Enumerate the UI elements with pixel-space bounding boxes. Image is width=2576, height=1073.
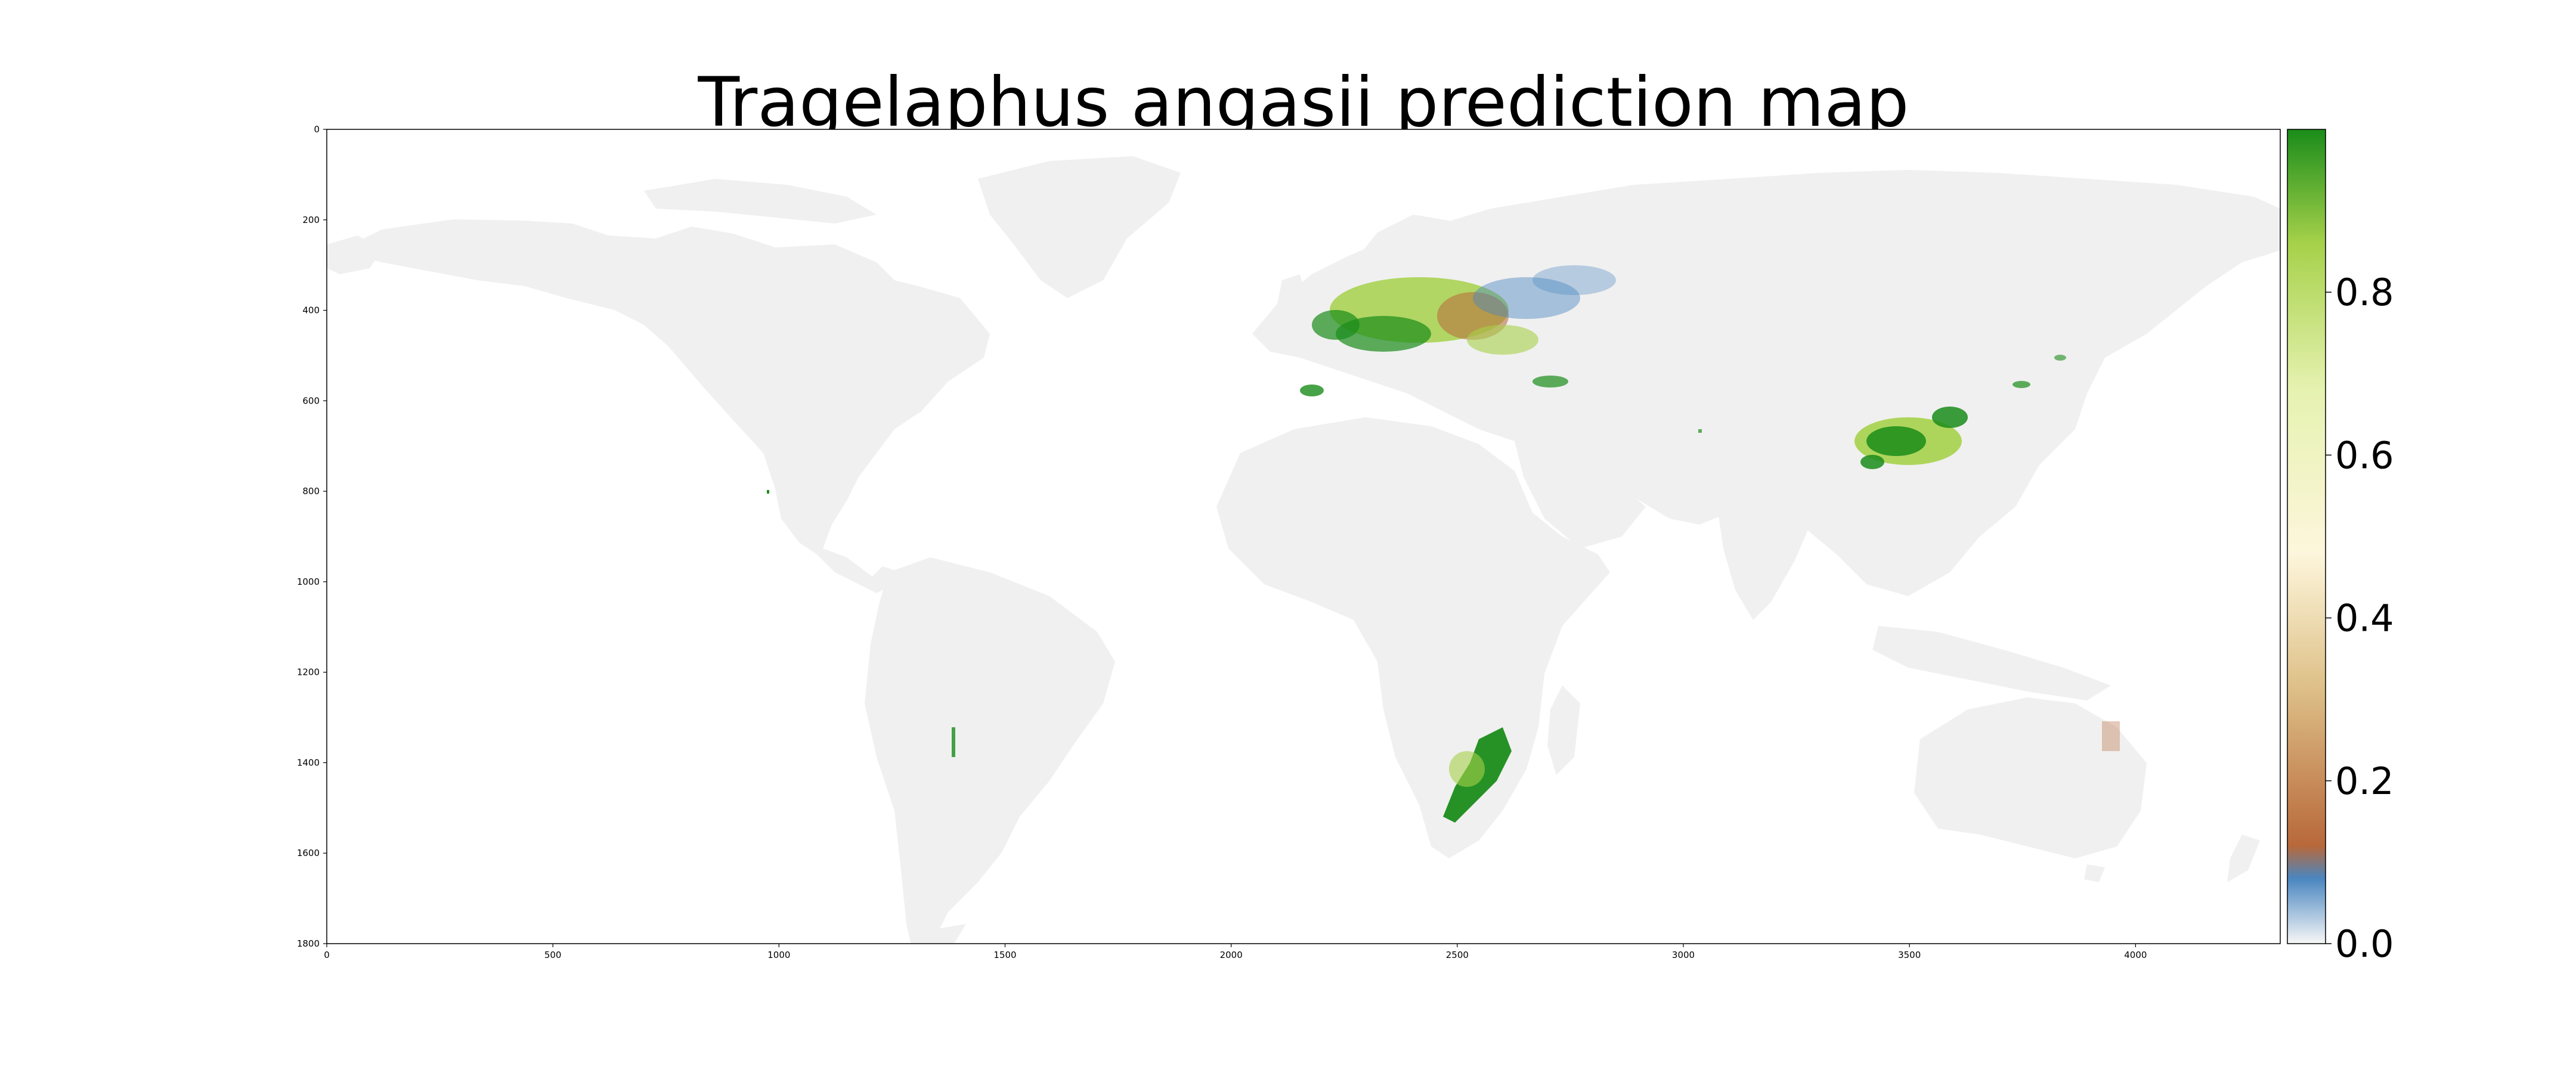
y-tick-label: 400 [302,305,320,316]
x-tick-label: 3000 [1672,950,1695,960]
colorbar-tick-label: 0.6 [2335,433,2394,477]
japan [2039,370,2075,429]
y-tick-label: 200 [302,215,320,225]
alaska [327,235,382,274]
colorbar-tick-label: 0.4 [2335,597,2394,640]
africa [1216,417,1610,858]
plot-frame [326,129,2281,944]
x-tick-label: 1500 [993,950,1016,960]
y-tick-label: 1400 [297,757,320,768]
madagascar [1547,686,1580,775]
y-tick-label: 0 [314,124,320,135]
scandinavia [1354,215,1455,280]
prediction-southern-africa [1443,727,1512,823]
y-tick-label: 1200 [297,667,320,678]
colorbar [2287,129,2326,944]
colorbar-tick-label: 0.0 [2335,922,2394,966]
colorbar-ticks: 0.0 0.2 0.4 0.6 0.8 [2326,271,2394,966]
prediction-caucasus [1698,429,1702,433]
prediction-mexico [767,490,769,494]
y-axis: 0 200 400 600 800 1000 1200 1400 1600 1800 [297,124,327,949]
central-america [823,548,888,593]
y-tick-label: 1000 [297,576,320,587]
x-tick-label: 2000 [1220,950,1243,960]
southeast-asia-islands [1872,626,2111,700]
india [1717,501,1813,620]
prediction-south-america [952,727,955,757]
greenland [978,156,1181,298]
australia [1914,697,2147,858]
prediction-europe [1300,265,1616,396]
x-tick-label: 1000 [767,950,790,960]
chart-title: Tragelaphus angasii prediction map [698,63,1909,142]
colorbar-tick-label: 0.2 [2335,759,2394,803]
x-tick-label: 3500 [1898,950,1921,960]
y-tick-label: 800 [302,486,320,497]
south-america [865,557,1115,944]
prediction-layer [767,265,2120,823]
british-isles [1276,274,1306,316]
new-zealand [2227,835,2260,882]
y-tick-label: 1600 [297,848,320,858]
antarctica-edge [927,924,966,944]
eurasia [1252,170,2280,596]
y-tick-label: 1800 [297,938,320,949]
prediction-australia [2102,721,2120,751]
x-tick-label: 0 [324,950,330,960]
x-tick-label: 4000 [2124,950,2147,960]
tasmania [2084,864,2105,882]
y-tick-label: 600 [302,395,320,406]
colorbar-tick-label: 0.8 [2335,271,2394,314]
x-axis: 0 500 1000 1500 2000 2500 3000 3500 4000 [324,944,2147,960]
x-tick-label: 500 [544,950,562,960]
north-america [340,219,990,590]
x-tick-label: 2500 [1446,950,1469,960]
arabian-peninsula [1515,441,1646,548]
landmasses [327,156,2280,944]
arctic-islands [644,179,877,224]
prediction-east-asia [1854,355,2066,469]
